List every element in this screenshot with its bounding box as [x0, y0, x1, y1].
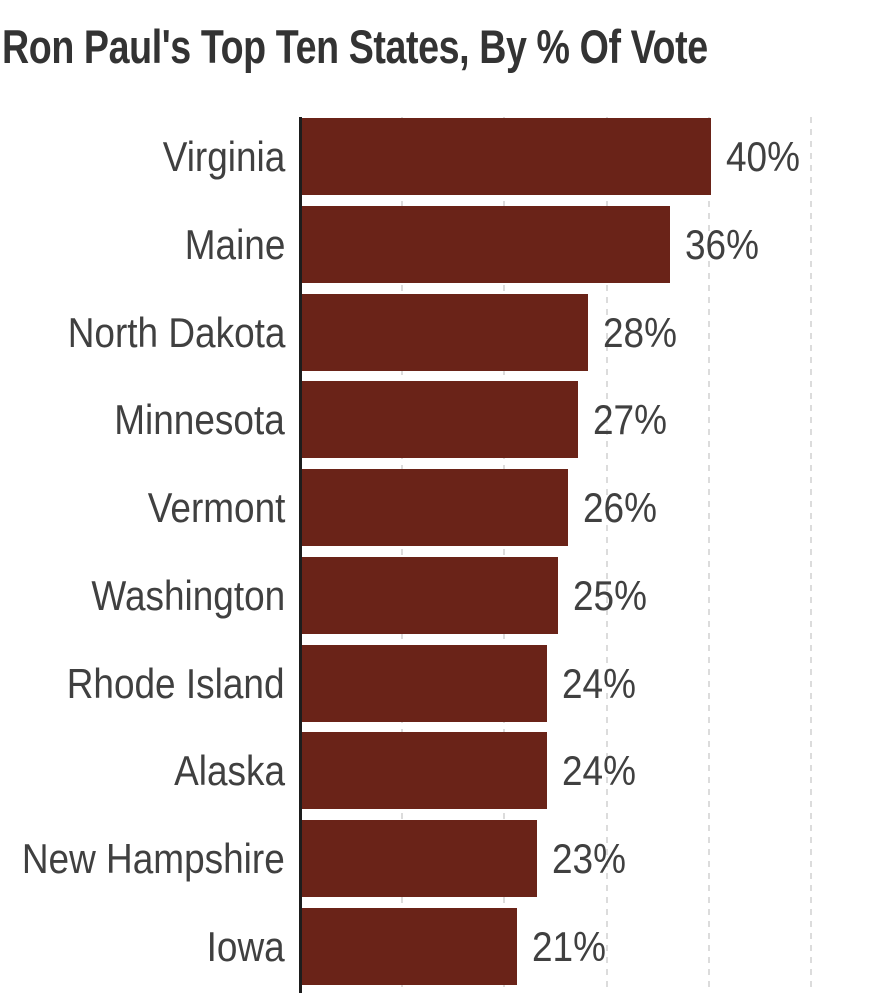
bar-row: Rhode Island 24%	[0, 644, 880, 722]
bar	[302, 469, 568, 546]
gridline-10pct	[401, 117, 404, 993]
category-label: Washington	[91, 571, 285, 619]
category-label: Rhode Island	[67, 659, 285, 707]
category-label: Alaska	[174, 747, 285, 795]
category-label: North Dakota	[67, 308, 285, 356]
bar-row: Iowa 21%	[0, 907, 880, 985]
category-label: Virginia	[162, 133, 285, 180]
category-label: Iowa	[206, 922, 285, 970]
gridline-30pct	[605, 117, 608, 993]
value-label: 23%	[552, 835, 627, 882]
gridline-40pct	[707, 117, 710, 993]
category-label: New Hampshire	[22, 835, 285, 882]
value-label: 27%	[592, 396, 667, 444]
chart-title: Ron Paul's Top Ten States, By % Of Vote	[2, 20, 708, 73]
bar	[302, 644, 548, 722]
category-label: Vermont	[147, 484, 285, 531]
bar-row: North Dakota 28%	[0, 293, 880, 371]
y-axis-line	[299, 117, 302, 993]
value-label: 36%	[684, 220, 759, 268]
bar	[302, 205, 670, 283]
value-label: 26%	[582, 484, 657, 531]
bar	[302, 381, 578, 459]
bar	[302, 907, 517, 985]
value-label: 21%	[531, 922, 606, 970]
plot-area	[0, 117, 880, 993]
bar-row: Vermont 26%	[0, 469, 880, 546]
value-label: 24%	[562, 659, 637, 707]
category-label: Maine	[184, 220, 285, 268]
gridline-20pct	[503, 117, 506, 993]
bar-row: Alaska 24%	[0, 732, 880, 810]
bar	[302, 820, 538, 897]
value-label: 25%	[572, 571, 647, 619]
bar	[302, 118, 711, 195]
category-label: Minnesota	[114, 396, 285, 444]
value-label: 24%	[562, 747, 637, 795]
value-label: 28%	[603, 308, 678, 356]
value-label: 40%	[725, 133, 800, 180]
bar-row: Maine 36%	[0, 205, 880, 283]
bar-row: New Hampshire 23%	[0, 820, 880, 897]
bar	[302, 732, 548, 810]
bar-row: Minnesota 27%	[0, 381, 880, 459]
bar-row: Virginia 40%	[0, 118, 880, 195]
bar-row: Washington 25%	[0, 556, 880, 634]
bar	[302, 293, 589, 371]
gridline-50pct	[810, 117, 812, 993]
bar	[302, 556, 558, 634]
